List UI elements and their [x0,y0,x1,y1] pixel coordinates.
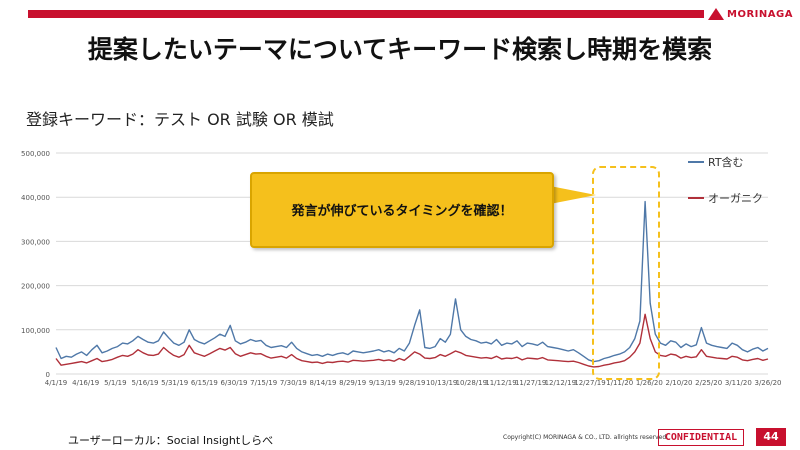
x-tick-label: 4/16/19 [72,379,99,387]
brand-top-bar [28,10,704,18]
x-axis-ticks: 4/1/19 4/16/19 5/1/19 5/16/19 5/31/19 6/15/19… [45,379,782,387]
x-tick-label: 4/1/19 [45,379,68,387]
x-tick-label: 2/10/20 [666,379,693,387]
callout-pointer [550,186,596,204]
x-tick-label: 1/26/20 [636,379,663,387]
series-line-organic [55,313,769,368]
legend-swatch-organic [688,197,704,199]
y-tick-label: 100,000 [21,327,50,335]
x-tick-label: 5/16/19 [132,379,159,387]
x-tick-label: 10/13/19 [426,379,457,387]
x-tick-label: 9/13/19 [369,379,396,387]
y-tick-label: 0 [46,371,50,379]
copyright-text: Copyright(C) MORINAGA & CO., LTD. allrig… [503,434,669,441]
x-tick-label: 5/1/19 [104,379,127,387]
logo-text: MORINAGA [727,8,793,20]
confidential-badge: CONFIDENTIAL [658,429,744,446]
x-tick-label: 6/15/19 [191,379,218,387]
x-tick-label: 3/26/20 [755,379,782,387]
x-tick-label: 12/12/19 [545,379,576,387]
y-tick-label: 200,000 [21,283,50,291]
y-tick-label: 500,000 [21,150,50,158]
x-tick-label: 8/29/19 [339,379,366,387]
company-logo: MORINAGA [708,8,793,20]
x-tick-label: 3/11/20 [725,379,752,387]
x-tick-label: 12/27/19 [574,379,605,387]
legend-label-rt: RT含む [708,156,744,169]
y-tick-label: 300,000 [21,238,50,246]
line-chart: 0 100,000 200,000 300,000 400,000 500,000 4/1… [21,150,782,387]
x-tick-label: 1/11/20 [606,379,633,387]
x-tick-label: 11/12/19 [485,379,516,387]
y-tick-label: 400,000 [21,194,50,202]
x-tick-label: 8/14/19 [310,379,337,387]
x-tick-label: 2/25/20 [695,379,722,387]
series-line-rt [55,200,769,363]
x-tick-label: 5/31/19 [161,379,188,387]
data-source-note: ユーザーローカル：Social Insightしらべ [68,434,274,447]
legend-item-organic: オーガニク [688,190,763,206]
logo-icon [708,8,724,20]
page-number: 44 [756,428,786,446]
legend-label-organic: オーガニク [708,192,763,205]
x-tick-label: 7/15/19 [250,379,277,387]
legend-item-rt: RT含む [688,154,763,170]
y-axis-ticks: 0 100,000 200,000 300,000 400,000 500,000 [21,150,50,379]
x-tick-label: 6/30/19 [221,379,248,387]
keyword-subtitle: 登録キーワード：テスト OR 試験 OR 模試 [26,110,334,129]
x-tick-label: 7/30/19 [280,379,307,387]
x-tick-label: 9/28/19 [399,379,426,387]
peak-highlight-box [592,166,660,380]
legend-swatch-rt [688,161,704,163]
chart-legend: RT含む オーガニク [688,154,763,226]
page-title: 提案したいテーマについてキーワード検索し時期を模索 [87,35,713,64]
x-tick-label: 10/28/19 [456,379,487,387]
callout-box: 発言が伸びているタイミングを確認！ [250,172,554,248]
x-tick-label: 11/27/19 [515,379,546,387]
callout-text: 発言が伸びているタイミングを確認！ [291,204,513,219]
chart-series [55,200,769,368]
